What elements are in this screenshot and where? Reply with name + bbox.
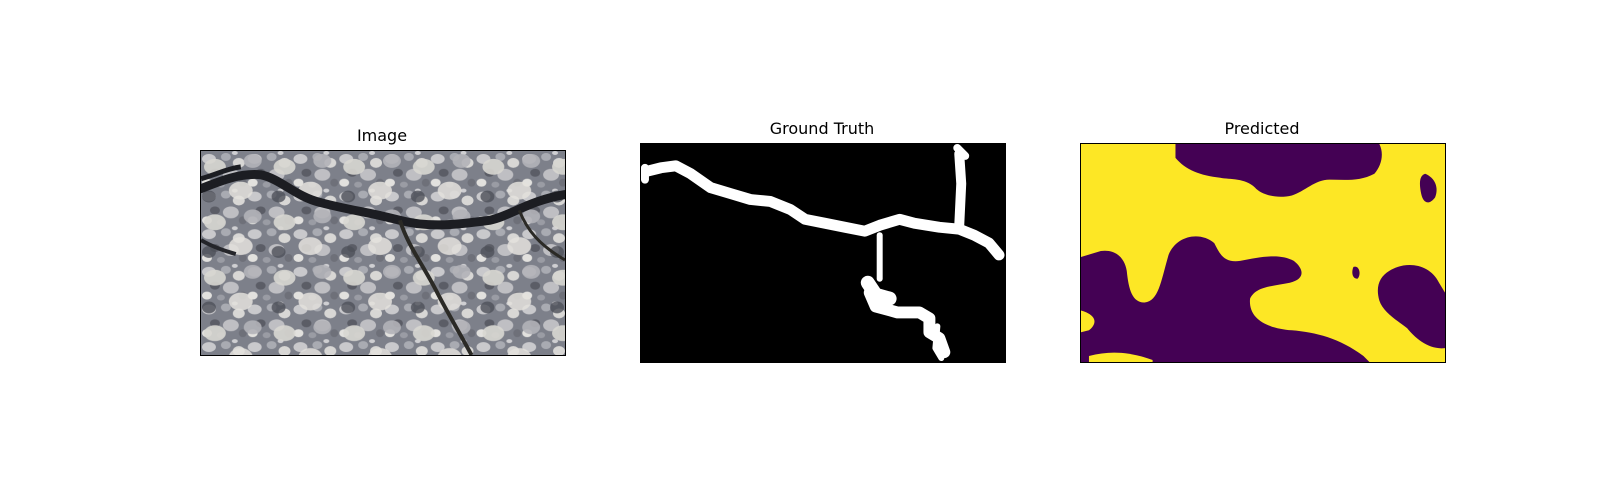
predicted-class-0-regions <box>1081 144 1445 362</box>
predicted-panel-title: Predicted <box>1224 119 1300 138</box>
ground-truth-panel-title: Ground Truth <box>769 119 875 138</box>
ground-truth-mask <box>641 144 1005 362</box>
crack-mask-region <box>641 144 1005 362</box>
crack-line <box>201 170 565 230</box>
image-panel-title: Image <box>356 126 408 145</box>
ground-truth-panel <box>640 143 1006 363</box>
predicted-mask <box>1081 144 1445 362</box>
pavement-photo <box>201 151 565 355</box>
image-panel <box>200 150 566 356</box>
predicted-panel <box>1080 143 1446 363</box>
